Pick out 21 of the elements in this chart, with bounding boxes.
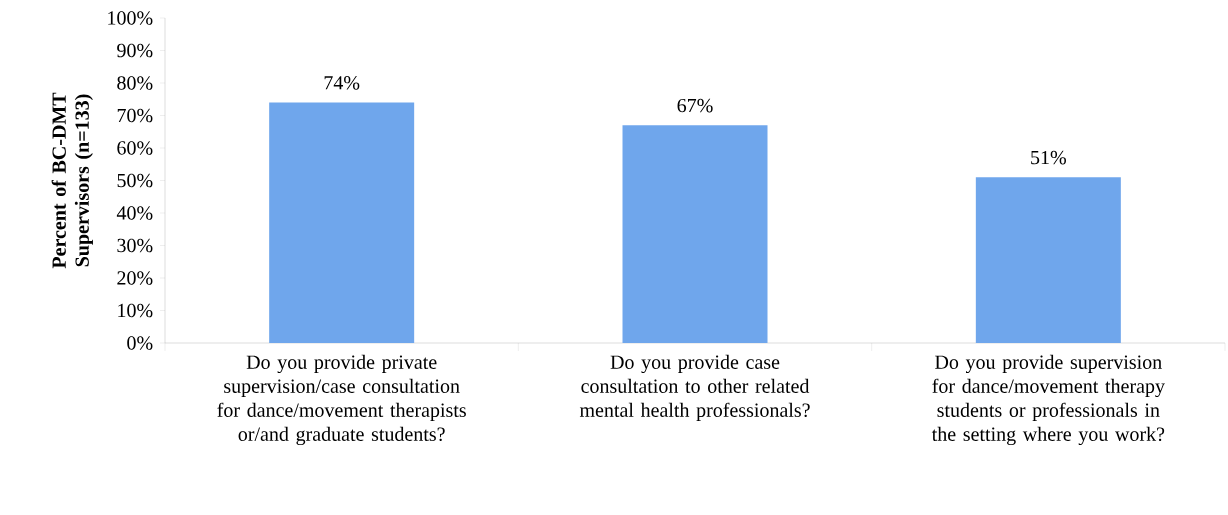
y-tick-label: 30% — [117, 238, 153, 253]
y-tick-label: 40% — [116, 206, 153, 220]
y-tick-label: 50% — [117, 173, 153, 188]
x-tick-label: Do you provide supervision for dance/movement therapy students or professionals in the setting where you work? — [931, 354, 1165, 446]
bar — [622, 125, 768, 343]
y-tick-label: 90% — [117, 43, 153, 58]
y-tick-label: 100% — [108, 11, 153, 25]
data-label: 67% — [677, 98, 713, 113]
y-tick-label: 60% — [117, 141, 153, 155]
bar — [975, 177, 1121, 343]
y-axis-title: Percent of BC-DMT Supervisors (n=133) — [51, 92, 93, 269]
y-tick-label: 70% — [117, 108, 153, 123]
x-tick-label: Do you provide case consultation to other related mental health professionals? — [579, 354, 810, 421]
x-tick-label: Do you provide private supervision/case consultation for dance/movement therapists or/and graduate students? — [217, 354, 466, 446]
y-tick-label: 0% — [127, 336, 153, 350]
bar — [269, 102, 415, 343]
y-tick-label: 80% — [117, 76, 153, 90]
y-tick-label: 20% — [117, 271, 153, 285]
data-label: 51% — [1031, 150, 1066, 165]
data-label: 74% — [324, 76, 360, 90]
y-tick-label: 10% — [118, 303, 153, 318]
